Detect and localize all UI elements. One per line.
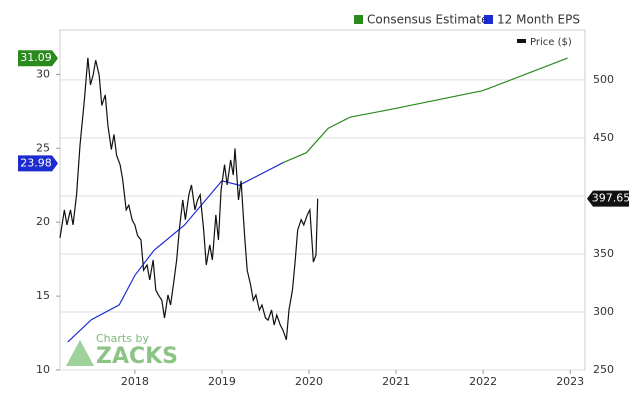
watermark-prefix: Charts by <box>96 332 149 345</box>
x-tick-label: 2023 <box>556 375 584 388</box>
y2-tick-label: 450 <box>593 131 614 144</box>
y2-tick-label: 300 <box>593 305 614 318</box>
y-tick-label: 25 <box>36 141 50 154</box>
x-tick-label: 2022 <box>469 375 497 388</box>
end-label: 31.09 <box>20 51 52 64</box>
end-label: 397.65 <box>592 192 631 205</box>
plot-area <box>59 29 586 371</box>
end-label-box <box>18 155 58 172</box>
watermark-brand: ZACKS <box>96 344 178 369</box>
legend-swatch <box>354 15 363 24</box>
legend-swatch <box>484 15 493 24</box>
y2-tick-label: 350 <box>593 247 614 260</box>
legend-swatch <box>517 39 526 43</box>
x-tick-label: 2019 <box>208 375 236 388</box>
y-tick-label: 20 <box>36 215 50 228</box>
logo-icon <box>66 340 94 366</box>
end-label: 23.98 <box>20 156 52 169</box>
legend-label: 12 Month EPS <box>497 13 580 27</box>
x-tick-label: 2018 <box>121 375 149 388</box>
legend-label: Price ($) <box>530 37 572 48</box>
x-tick-label: 2020 <box>295 375 323 388</box>
y2-tick-label: 500 <box>593 73 614 86</box>
y-tick-label: 30 <box>36 67 50 80</box>
x-tick-label: 2021 <box>382 375 410 388</box>
y-tick-label: 10 <box>36 363 50 376</box>
legend-label: Consensus Estimate <box>367 13 489 27</box>
y2-tick-label: 250 <box>593 363 614 376</box>
end-label-box <box>18 50 58 67</box>
y-tick-label: 15 <box>36 289 50 302</box>
series-line <box>67 161 285 343</box>
end-label-box <box>587 190 629 207</box>
series-line <box>283 57 568 163</box>
series-line <box>59 57 319 341</box>
